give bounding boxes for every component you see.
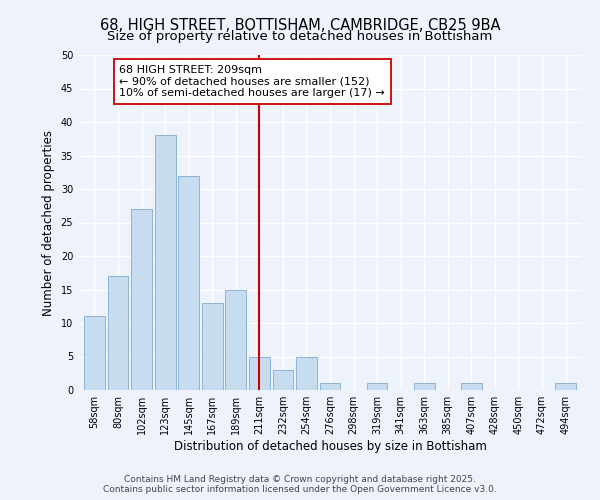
Bar [320, 384, 340, 390]
Bar [249, 356, 270, 390]
Bar [296, 356, 317, 390]
Y-axis label: Number of detached properties: Number of detached properties [42, 130, 55, 316]
Bar [272, 370, 293, 390]
Bar [555, 384, 576, 390]
Bar [131, 209, 152, 390]
Bar [178, 176, 199, 390]
Bar [226, 290, 246, 390]
Bar [202, 303, 223, 390]
Bar [461, 384, 482, 390]
Bar [367, 384, 388, 390]
Bar [107, 276, 128, 390]
Text: 68 HIGH STREET: 209sqm
← 90% of detached houses are smaller (152)
10% of semi-de: 68 HIGH STREET: 209sqm ← 90% of detached… [119, 65, 385, 98]
Text: Size of property relative to detached houses in Bottisham: Size of property relative to detached ho… [107, 30, 493, 43]
Text: Contains HM Land Registry data © Crown copyright and database right 2025.
Contai: Contains HM Land Registry data © Crown c… [103, 474, 497, 494]
X-axis label: Distribution of detached houses by size in Bottisham: Distribution of detached houses by size … [173, 440, 487, 453]
Bar [84, 316, 105, 390]
Bar [414, 384, 434, 390]
Bar [155, 136, 176, 390]
Text: 68, HIGH STREET, BOTTISHAM, CAMBRIDGE, CB25 9BA: 68, HIGH STREET, BOTTISHAM, CAMBRIDGE, C… [100, 18, 500, 32]
